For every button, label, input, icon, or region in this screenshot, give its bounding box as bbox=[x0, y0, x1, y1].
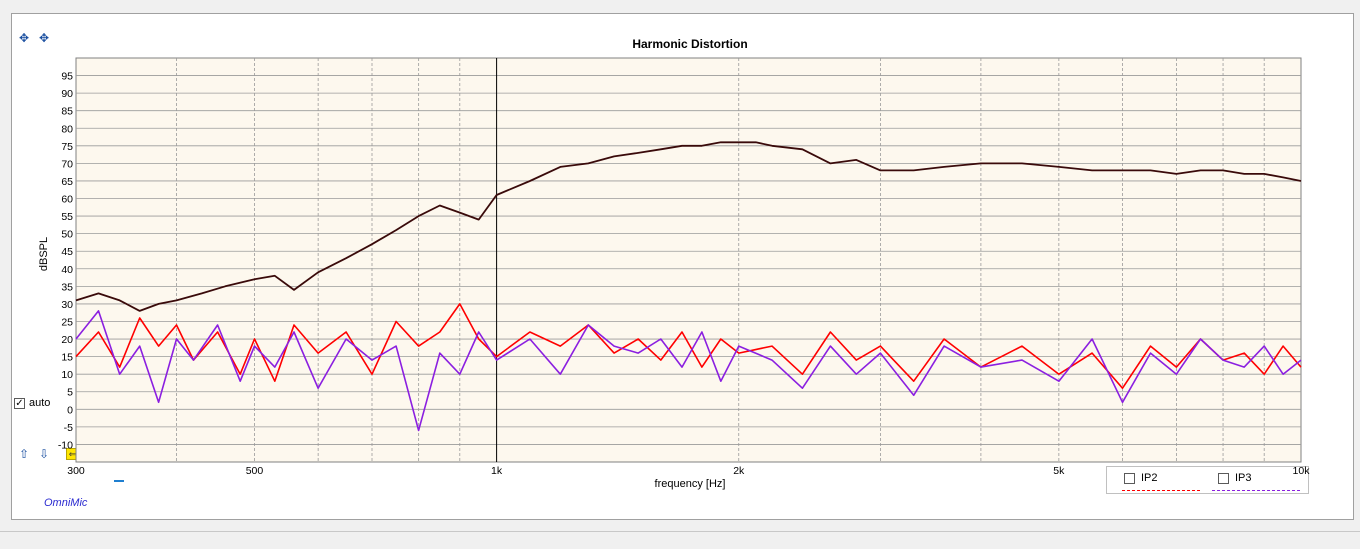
y-tick-label: 60 bbox=[61, 194, 73, 206]
y-tick-label: 65 bbox=[61, 176, 73, 188]
legend-label-ip3: IP3 bbox=[1235, 472, 1252, 484]
auto-label: auto bbox=[29, 397, 51, 409]
brand-label: OmniMic bbox=[44, 497, 88, 509]
zoom-out-y-icon[interactable]: ✥ bbox=[38, 31, 50, 45]
y-tick-label: 15 bbox=[61, 352, 73, 364]
y-tick-label: 30 bbox=[61, 299, 73, 311]
chart-title: Harmonic Distortion bbox=[632, 37, 748, 51]
x-axis-label: frequency [Hz] bbox=[654, 478, 726, 490]
auto-checkbox[interactable]: ✓ bbox=[14, 397, 25, 409]
legend-item-ip2[interactable]: IP2 bbox=[1124, 472, 1158, 484]
scroll-down-icon[interactable]: ⇩ bbox=[38, 447, 50, 461]
y-tick-label: -10 bbox=[58, 439, 73, 451]
legend-label-ip2: IP2 bbox=[1141, 472, 1158, 484]
ip2-checkbox[interactable] bbox=[1124, 472, 1135, 484]
y-tick-label: 10 bbox=[61, 369, 73, 381]
y-tick-label: 40 bbox=[61, 264, 73, 276]
marker-dash bbox=[114, 480, 124, 482]
y-tick-label: 55 bbox=[61, 211, 73, 223]
y-tick-label: 85 bbox=[61, 106, 73, 118]
y-tick-label: 75 bbox=[61, 141, 73, 153]
legend-item-ip3[interactable]: IP3 bbox=[1218, 472, 1252, 484]
x-tick-label: 500 bbox=[246, 465, 264, 477]
y-tick-label: 5 bbox=[67, 387, 73, 399]
y-tick-label: 20 bbox=[61, 334, 73, 346]
auto-scale-toggle[interactable]: ✓ auto bbox=[14, 397, 50, 409]
y-tick-label: 50 bbox=[61, 229, 73, 241]
scroll-up-icon[interactable]: ⇧ bbox=[18, 447, 30, 461]
status-bar bbox=[0, 531, 1360, 549]
x-tick-label: 1k bbox=[491, 465, 503, 477]
legend-line-ip3 bbox=[1212, 490, 1300, 491]
y-tick-label: -5 bbox=[64, 422, 73, 434]
plot-area bbox=[75, 57, 1302, 463]
y-tick-label: 45 bbox=[61, 246, 73, 258]
legend: IP2 IP3 bbox=[1106, 466, 1309, 494]
legend-line-ip2 bbox=[1122, 490, 1200, 491]
y-tick-label: 70 bbox=[61, 158, 73, 170]
series-line-1 bbox=[75, 303, 1302, 390]
x-tick-label: 2k bbox=[733, 465, 745, 477]
y-tick-label: 95 bbox=[61, 71, 73, 83]
y-tick-label: 35 bbox=[61, 281, 73, 293]
x-tick-label: 10k bbox=[1293, 465, 1311, 477]
series-line-0 bbox=[75, 141, 1302, 312]
y-tick-label: 90 bbox=[61, 88, 73, 100]
y-tick-label: 0 bbox=[67, 404, 73, 416]
series-line-2 bbox=[75, 310, 1302, 432]
y-tick-label: 25 bbox=[61, 316, 73, 328]
ip3-checkbox[interactable] bbox=[1218, 472, 1229, 484]
x-tick-label: 5k bbox=[1053, 465, 1065, 477]
zoom-in-y-icon[interactable]: ✥ bbox=[18, 31, 30, 45]
x-tick-label: 300 bbox=[67, 465, 85, 477]
y-tick-label: 80 bbox=[61, 123, 73, 135]
